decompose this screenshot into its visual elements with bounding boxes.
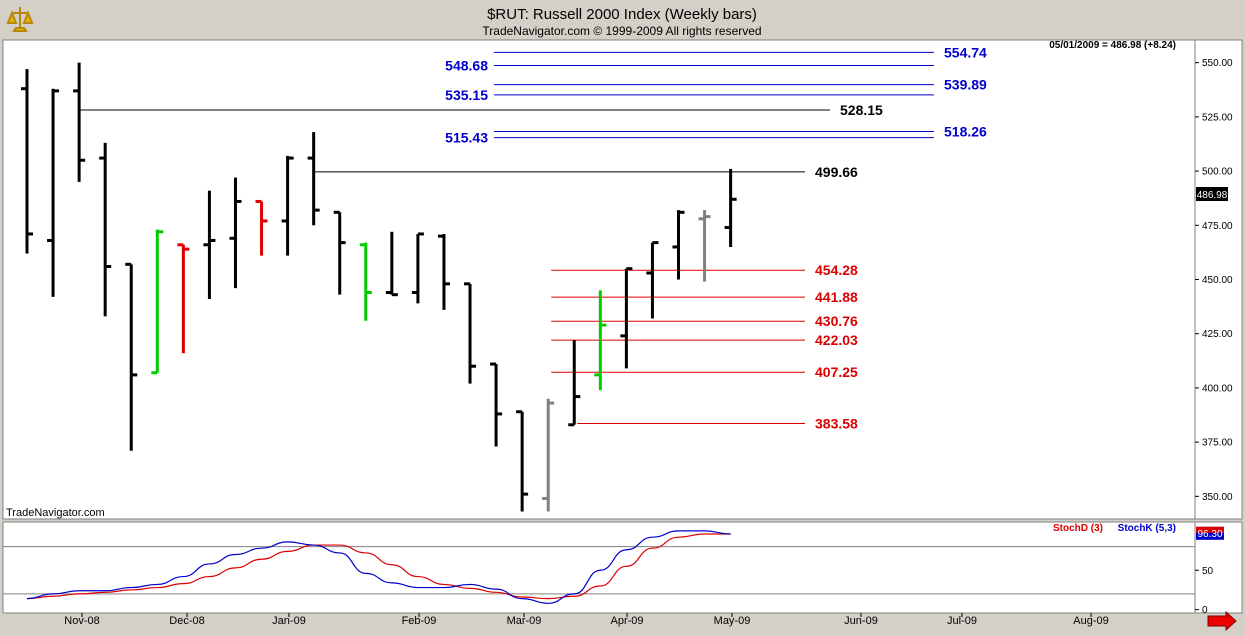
price-tick-label: 450.00 — [1202, 275, 1233, 286]
level-label: 430.76 — [815, 313, 858, 329]
price-bar — [99, 142, 112, 317]
stoch-last-value-badge: 96.30 — [1197, 529, 1222, 540]
price-tick-label: 375.00 — [1202, 438, 1233, 449]
level-label: 422.03 — [815, 332, 858, 348]
price-bar — [411, 232, 424, 304]
price-tick-label: 425.00 — [1202, 329, 1233, 340]
stoch-tick-label: 50 — [1202, 566, 1214, 577]
price-tick-label: 400.00 — [1202, 383, 1233, 394]
price-bar — [333, 210, 346, 295]
x-tick-label: Mar-09 — [507, 615, 542, 627]
x-tick-label: Jun-09 — [844, 615, 878, 627]
price-tick-label: 550.00 — [1202, 58, 1233, 69]
level-label: 528.15 — [840, 102, 883, 118]
level-label: 539.89 — [944, 77, 987, 93]
chart-title: $RUT: Russell 2000 Index (Weekly bars) — [487, 6, 757, 23]
stoch-badge-bg-top — [1196, 526, 1224, 533]
x-tick-label: Jan-09 — [272, 615, 306, 627]
x-tick-label: Dec-08 — [169, 615, 204, 627]
logo-icon[interactable] — [6, 3, 34, 35]
price-bar — [177, 243, 190, 354]
price-axis-ticks: 550.00 525.00 500.00 475.00 450.00 425.00 400.… — [1195, 58, 1233, 503]
x-axis-labels: Nov-08 Dec-08 Jan-09 Feb-09 Mar-09 Apr-09 May-… — [64, 613, 1109, 627]
price-tick-label: 350.00 — [1202, 492, 1233, 503]
price-bar — [47, 88, 60, 297]
scroll-right-arrow-icon[interactable] — [1207, 610, 1237, 632]
last-price-badge: 486.98 — [1197, 190, 1228, 201]
level-label: 554.74 — [944, 44, 987, 60]
price-bar — [229, 177, 242, 289]
price-bar — [437, 233, 450, 310]
price-bar — [281, 155, 294, 256]
level-label: 441.88 — [815, 289, 858, 305]
price-bar — [73, 62, 86, 182]
price-bar — [21, 69, 33, 254]
date-readout: 05/01/2009 = 486.98 (+8.24) — [1049, 40, 1176, 51]
stoch-legend-entry: StochK (5,3) — [1118, 523, 1176, 534]
level-label: 407.25 — [815, 364, 858, 380]
level-label: 515.43 — [445, 130, 488, 146]
price-bar — [307, 132, 320, 226]
price-bar — [724, 168, 737, 247]
price-bar — [359, 242, 372, 321]
level-label: 535.15 — [445, 87, 488, 103]
watermark: TradeNavigator.com — [6, 507, 105, 519]
stoch-plot-border — [2, 521, 1196, 614]
price-tick-label: 525.00 — [1202, 112, 1233, 123]
x-tick-label: Apr-09 — [610, 615, 643, 627]
stoch-tick-label: 0 — [1202, 605, 1208, 616]
price-bar — [125, 262, 138, 451]
price-tick-label: 475.00 — [1202, 221, 1233, 232]
stochastic-panel: 50 0 StochD (3) StochK (5,3) 96.30 — [3, 523, 1224, 616]
x-tick-label: Aug-09 — [1073, 615, 1108, 627]
x-tick-label: Jul-09 — [947, 615, 977, 627]
price-bar — [255, 199, 268, 256]
price-bar — [203, 190, 216, 300]
price-bar — [542, 398, 555, 512]
level-label: 383.58 — [815, 416, 858, 432]
x-tick-label: Nov-08 — [64, 615, 99, 627]
level-label: 499.66 — [815, 164, 858, 180]
price-bar — [490, 362, 503, 447]
price-bar — [568, 340, 581, 427]
level-label: 518.26 — [944, 123, 987, 139]
price-tick-label: 500.00 — [1202, 167, 1233, 178]
level-label: 454.28 — [815, 262, 858, 278]
price-bar — [594, 290, 607, 391]
price-bar — [385, 231, 398, 297]
price-bar — [672, 210, 685, 280]
x-tick-label: May-09 — [714, 615, 751, 627]
level-label: 548.68 — [445, 58, 488, 74]
price-bars — [21, 62, 737, 512]
levels: 554.74 548.68 539.89 535.15 528.15 518.26 515.… — [79, 44, 987, 432]
price-bar — [151, 229, 164, 375]
price-bar — [646, 241, 659, 319]
stoch-legend-entry: StochD (3) — [1053, 523, 1103, 534]
price-bar — [516, 410, 529, 512]
price-bar — [698, 210, 711, 282]
price-bar — [464, 282, 477, 384]
last-price-badge-bg — [1196, 187, 1228, 201]
stoch-series-line — [26, 533, 731, 600]
chart-subtitle: TradeNavigator.com © 1999-2009 All right… — [482, 24, 761, 38]
price-axis[interactable] — [1194, 39, 1243, 520]
stoch-plot-area[interactable] — [3, 522, 1195, 613]
main-plot-area[interactable] — [3, 40, 1195, 519]
x-tick-label: Feb-09 — [402, 615, 437, 627]
stoch-series-line — [26, 530, 731, 604]
price-bar — [620, 267, 633, 369]
